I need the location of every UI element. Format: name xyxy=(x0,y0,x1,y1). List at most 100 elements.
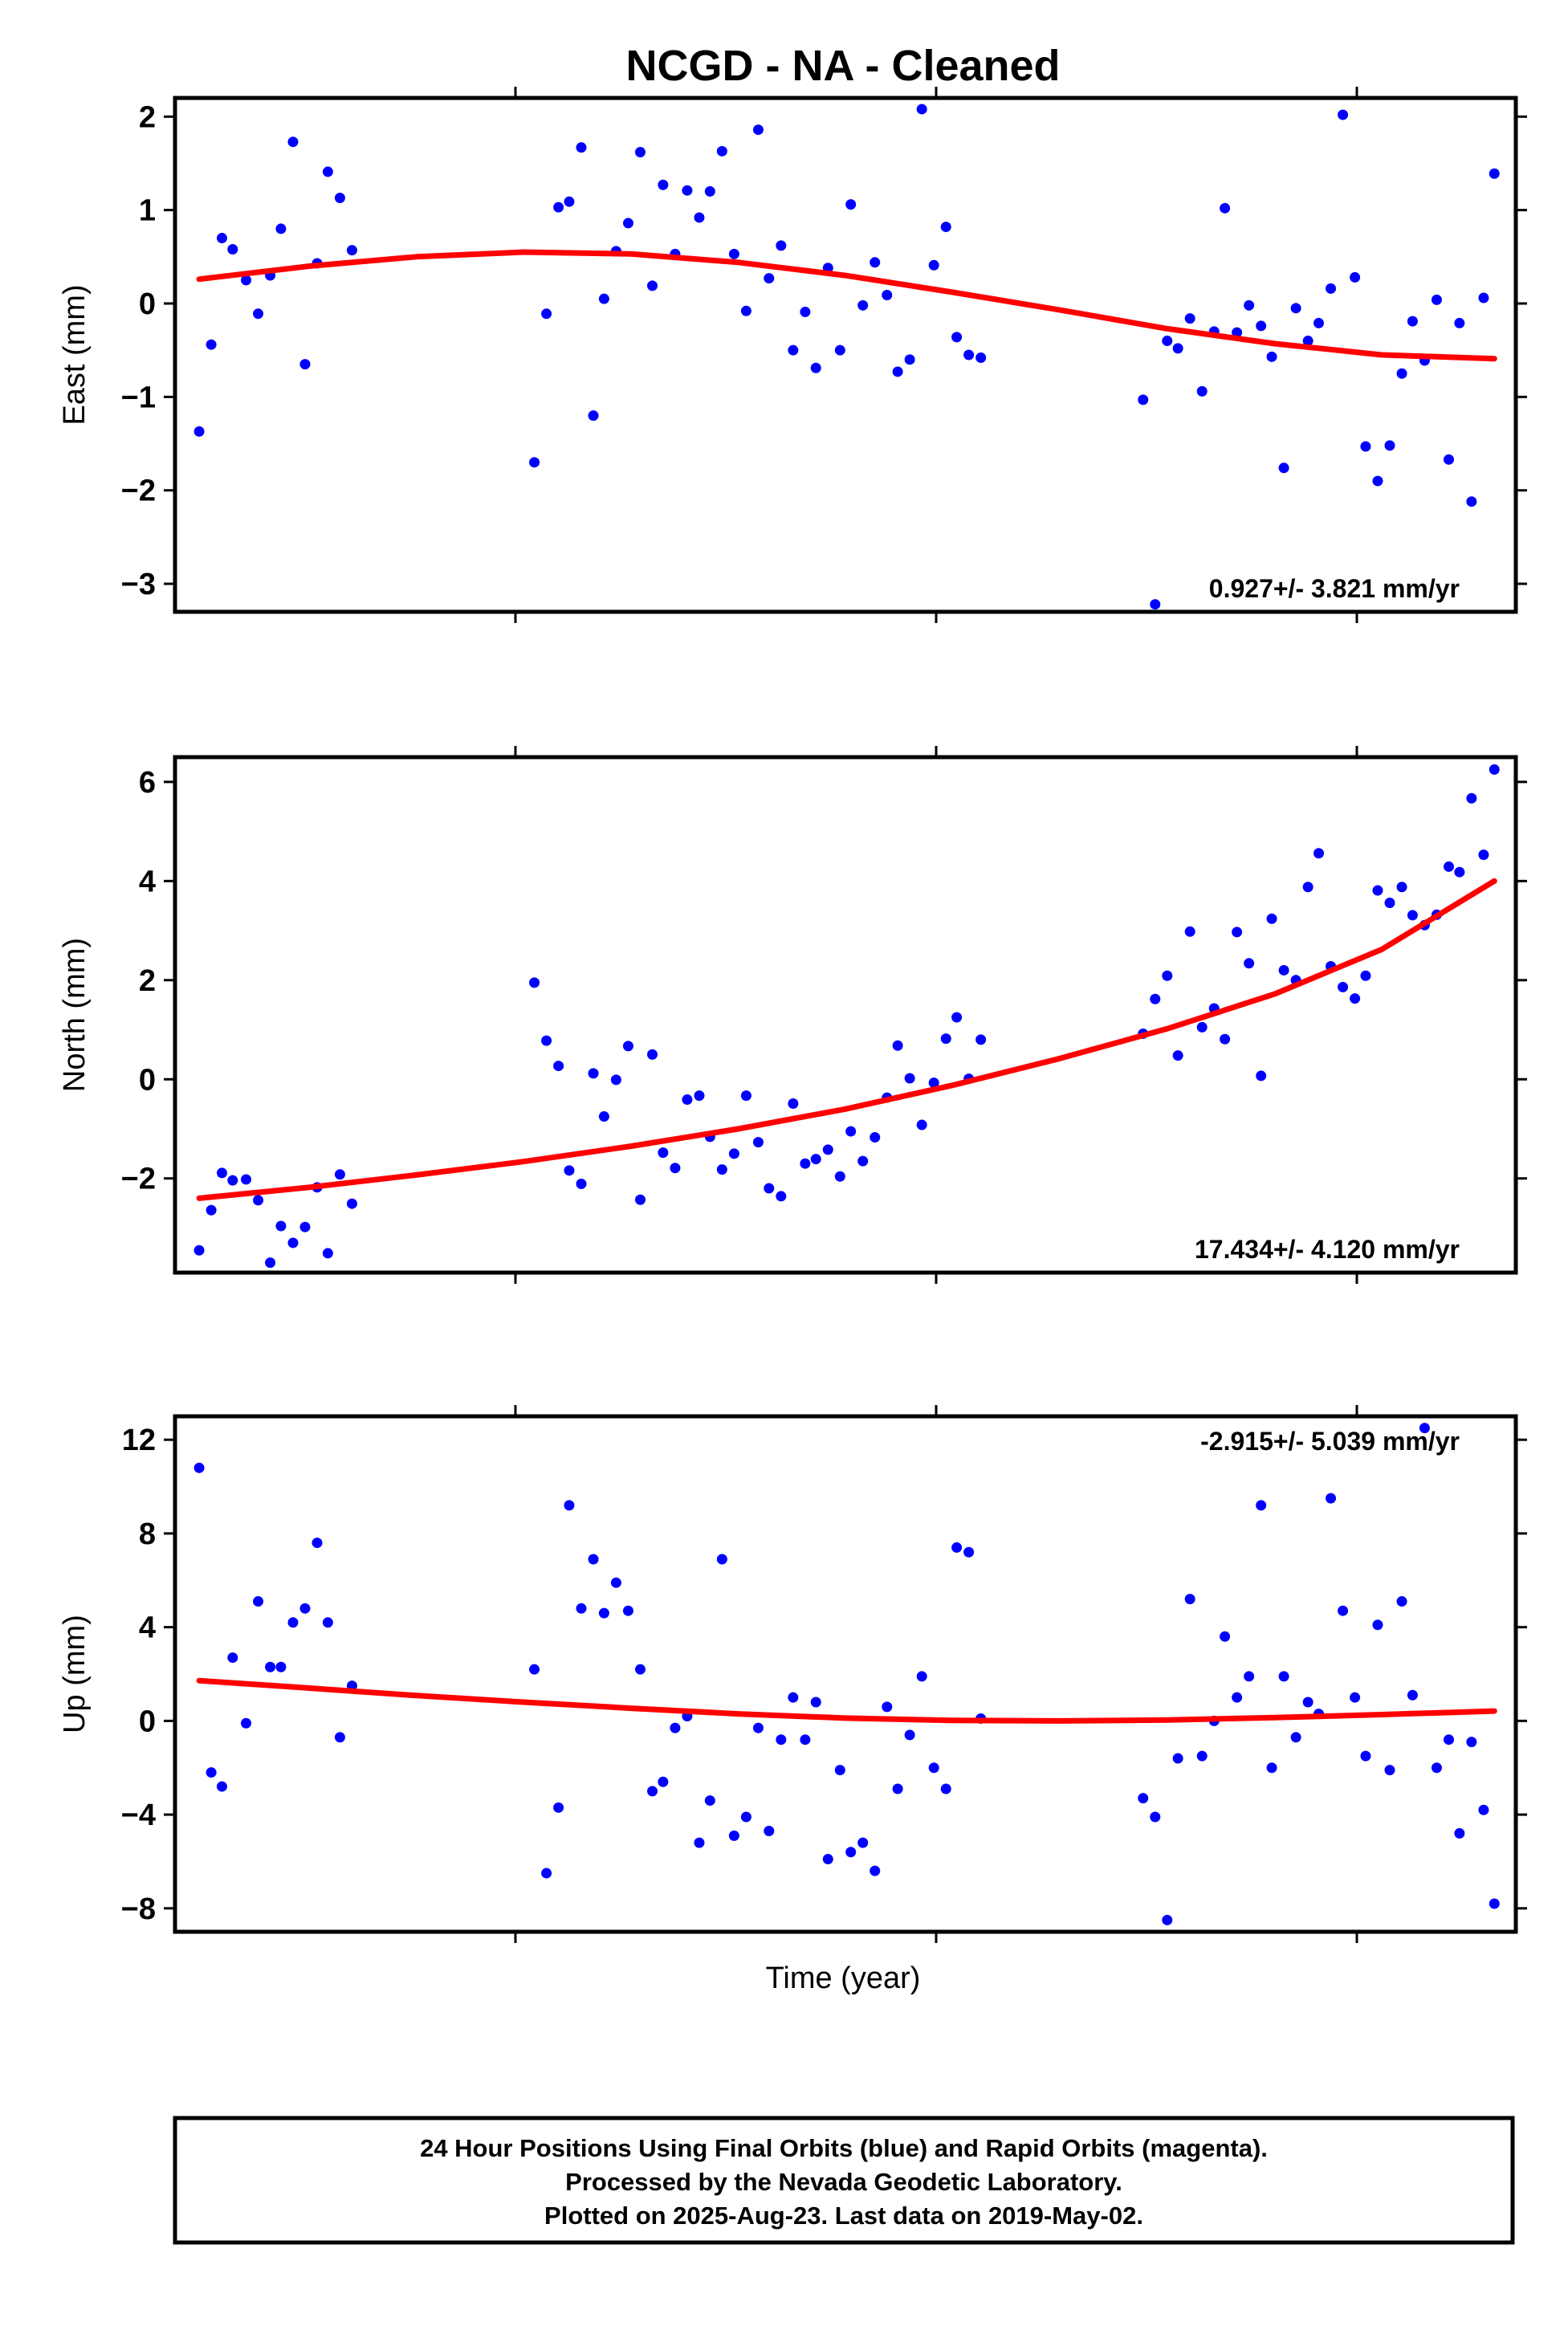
data-point xyxy=(1372,475,1383,487)
data-point xyxy=(1407,1689,1418,1701)
data-point xyxy=(1444,1734,1454,1745)
data-point xyxy=(857,1155,869,1167)
y-tick-label: 6 xyxy=(139,766,156,800)
data-point xyxy=(1444,861,1454,872)
data-point xyxy=(716,145,727,157)
data-point xyxy=(299,1603,311,1614)
data-point xyxy=(1278,1671,1289,1682)
data-point xyxy=(529,977,540,988)
data-point xyxy=(1466,496,1477,507)
data-point xyxy=(1244,299,1255,311)
data-point xyxy=(940,1783,951,1794)
data-point xyxy=(916,1671,927,1682)
data-point xyxy=(1150,599,1161,610)
data-point xyxy=(975,352,987,363)
data-point xyxy=(1256,1500,1267,1511)
data-point xyxy=(800,1734,811,1745)
data-point xyxy=(1431,294,1442,305)
data-point xyxy=(634,1194,646,1205)
data-point xyxy=(541,308,552,320)
data-point xyxy=(1407,316,1418,327)
data-point xyxy=(253,1596,264,1607)
footer-frame xyxy=(173,2116,1515,2245)
figure-title: NCGD - NA - Cleaned xyxy=(625,42,1060,90)
data-point xyxy=(227,244,238,255)
data-point xyxy=(529,457,540,468)
data-point xyxy=(564,1165,575,1176)
data-point xyxy=(216,1167,227,1179)
data-point xyxy=(227,1652,238,1664)
data-point xyxy=(647,280,658,291)
data-point xyxy=(275,223,287,234)
data-point xyxy=(940,1033,951,1045)
y-tick-label: 12 xyxy=(122,1424,156,1457)
data-point xyxy=(975,1034,987,1045)
data-point xyxy=(1407,910,1418,921)
data-point xyxy=(1326,283,1337,294)
data-point xyxy=(776,1734,787,1745)
panel-1: 2 1 0 −1 −2 −3 East (mm) 0.927+/- 3.821 mm/yr xyxy=(58,87,1527,623)
data-point xyxy=(1384,1765,1395,1776)
data-point xyxy=(553,1061,564,1072)
data-point xyxy=(1138,1793,1149,1804)
data-point xyxy=(598,1607,609,1619)
data-point xyxy=(1396,368,1407,379)
data-point xyxy=(529,1664,540,1675)
data-point xyxy=(1489,1898,1500,1909)
rate-label: 17.434+/- 4.120 mm/yr xyxy=(1195,1235,1460,1264)
data-point xyxy=(728,248,739,259)
data-point xyxy=(728,1830,739,1841)
data-point xyxy=(916,1119,927,1130)
data-point xyxy=(1313,848,1325,859)
y-axis-label: Up (mm) xyxy=(58,1615,92,1733)
data-point xyxy=(716,1164,727,1175)
data-point xyxy=(206,339,217,350)
data-point xyxy=(1360,970,1371,981)
data-point xyxy=(275,1661,287,1672)
data-point xyxy=(1454,1827,1465,1839)
y-axis-label: East (mm) xyxy=(58,284,92,425)
data-point xyxy=(752,1137,764,1148)
data-point xyxy=(904,1729,915,1741)
data-point xyxy=(800,306,811,317)
data-point xyxy=(334,193,345,204)
data-point xyxy=(1431,1762,1442,1774)
data-point xyxy=(658,179,669,190)
y-tick-label: 0 xyxy=(139,1705,156,1738)
data-point xyxy=(928,1077,939,1089)
data-point xyxy=(193,1244,205,1256)
data-point xyxy=(892,366,903,377)
data-point xyxy=(553,202,564,213)
y-axis-label: North (mm) xyxy=(58,938,92,1092)
data-point xyxy=(346,245,357,256)
data-point xyxy=(1278,964,1289,976)
y-tick-label: −2 xyxy=(121,475,156,508)
rate-label: -2.915+/- 5.039 mm/yr xyxy=(1200,1427,1460,1456)
data-point xyxy=(870,1865,881,1876)
data-point xyxy=(857,1837,869,1848)
data-point xyxy=(764,273,775,284)
data-point xyxy=(241,1174,252,1185)
data-point xyxy=(904,1073,915,1084)
data-point xyxy=(904,354,915,365)
data-point xyxy=(193,1462,205,1473)
data-point xyxy=(588,1068,599,1079)
data-point xyxy=(1302,882,1313,893)
data-point xyxy=(800,1158,811,1169)
y-tick-label: 2 xyxy=(139,100,156,134)
data-point xyxy=(892,1783,903,1794)
y-tick-label: −2 xyxy=(121,1163,156,1196)
y-tick-label: 0 xyxy=(139,287,156,321)
data-point xyxy=(1350,1692,1361,1703)
data-point xyxy=(1396,1596,1407,1607)
data-point xyxy=(253,1195,264,1206)
data-point xyxy=(1266,1762,1277,1774)
data-point xyxy=(1232,1692,1243,1703)
data-point xyxy=(776,1191,787,1202)
data-point xyxy=(1302,336,1313,347)
data-point xyxy=(1489,168,1500,179)
data-point xyxy=(788,1692,799,1703)
data-point xyxy=(845,1847,857,1858)
data-point xyxy=(1466,792,1477,804)
